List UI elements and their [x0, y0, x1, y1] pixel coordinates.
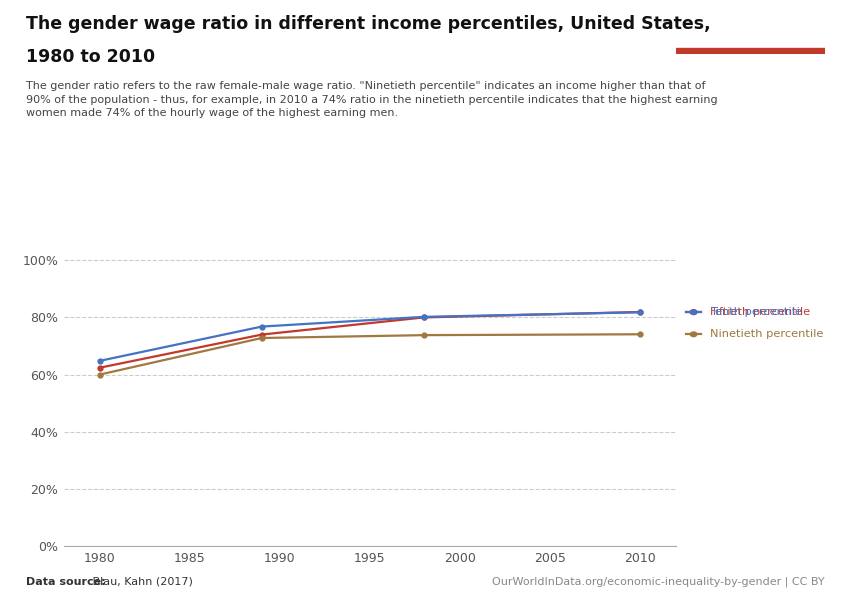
- Bar: [676, 49, 824, 54]
- Text: 1980 to 2010: 1980 to 2010: [26, 48, 155, 66]
- Text: in Data: in Data: [726, 35, 774, 49]
- Text: Data source:: Data source:: [26, 577, 105, 587]
- Text: OurWorldInData.org/economic-inequality-by-gender | CC BY: OurWorldInData.org/economic-inequality-b…: [492, 576, 824, 587]
- Text: The gender wage ratio in different income percentiles, United States,: The gender wage ratio in different incom…: [26, 15, 710, 33]
- Text: Ninetieth percentile: Ninetieth percentile: [710, 329, 823, 339]
- Text: Blau, Kahn (2017): Blau, Kahn (2017): [89, 577, 193, 587]
- Text: Fiftieth percentile: Fiftieth percentile: [710, 307, 810, 317]
- Text: Our World: Our World: [717, 18, 784, 31]
- Text: Tenth percentile: Tenth percentile: [710, 307, 802, 317]
- Text: The gender ratio refers to the raw female-male wage ratio. "Ninetieth percentile: The gender ratio refers to the raw femal…: [26, 81, 717, 118]
